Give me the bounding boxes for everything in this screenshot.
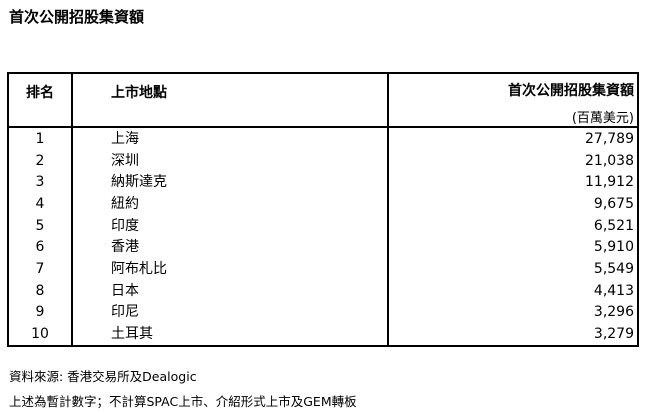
venue-cell: 紐約 bbox=[72, 193, 389, 215]
venue-cell: 阿布札比 bbox=[72, 258, 389, 280]
page-title: 首次公開招股集資額 bbox=[9, 8, 145, 26]
amount-cell: 27,789 bbox=[585, 130, 634, 147]
table-row: 3 納斯達克 11,912 bbox=[8, 171, 638, 194]
rank-cell: 6 bbox=[8, 236, 73, 259]
venue-cell: 日本 bbox=[72, 279, 389, 302]
amount-cell: 9,675 bbox=[593, 195, 634, 212]
amount-cell: 3,296 bbox=[593, 304, 634, 321]
rank-cell: 10 bbox=[8, 323, 73, 346]
table-row: 4 紐約 9,675 bbox=[8, 193, 638, 215]
rank-cell: 4 bbox=[8, 193, 73, 215]
amount-cell: 3,279 bbox=[593, 326, 634, 343]
rank-cell: 5 bbox=[8, 214, 73, 237]
venue-cell: 印度 bbox=[72, 214, 389, 237]
table-row: 8 日本 4,413 bbox=[8, 279, 638, 302]
header-row: 排名 上市地點 首次公開招股集資額 bbox=[8, 73, 638, 128]
header-venue: 上市地點 bbox=[72, 73, 389, 128]
remark-note: 上述為暫計數字；不計算SPAC上市、介紹形式上市及GEM轉板 bbox=[9, 394, 357, 409]
table-row: 5 印度 6,521 bbox=[8, 214, 638, 237]
venue-cell: 深圳 bbox=[72, 149, 389, 172]
amount-cell: 6,521 bbox=[593, 217, 634, 234]
table-row: 10 土耳其 3,279 bbox=[8, 323, 638, 346]
venue-cell: 納斯達克 bbox=[72, 171, 389, 194]
amount-cell: 5,910 bbox=[593, 239, 634, 256]
rank-cell: 3 bbox=[8, 171, 73, 194]
table-row: 2 深圳 21,038 bbox=[8, 149, 638, 172]
source-note: 資料來源: 香港交易所及Dealogic bbox=[9, 369, 197, 384]
header-rank: 排名 bbox=[8, 73, 73, 128]
header-amount: 首次公開招股集資額 bbox=[508, 83, 634, 99]
amount-cell: 5,549 bbox=[593, 260, 634, 277]
rank-cell: 1 bbox=[8, 127, 73, 150]
venue-cell: 香港 bbox=[72, 236, 389, 259]
table-row: 9 印尼 3,296 bbox=[8, 301, 638, 324]
ipo-ranking-table: 排名 上市地點 首次公開招股集資額 (百萬美元) 1 上海 27,789 2 深圳 21,… bbox=[7, 72, 639, 347]
rank-cell: 2 bbox=[8, 149, 73, 172]
rank-cell: 7 bbox=[8, 258, 73, 280]
table-row: 7 阿布札比 5,549 bbox=[8, 258, 638, 280]
rank-cell: 9 bbox=[8, 301, 73, 324]
amount-cell: 11,912 bbox=[585, 174, 634, 191]
unit-row: (百萬美元) bbox=[8, 106, 638, 128]
header-unit: (百萬美元) bbox=[388, 106, 638, 128]
venue-cell: 印尼 bbox=[72, 301, 389, 324]
venue-cell: 上海 bbox=[72, 127, 389, 150]
amount-cell: 21,038 bbox=[585, 152, 634, 169]
venue-cell: 土耳其 bbox=[72, 323, 389, 346]
rank-cell: 8 bbox=[8, 279, 73, 302]
amount-cell: 4,413 bbox=[593, 282, 634, 299]
table-row: 1 上海 27,789 bbox=[8, 127, 638, 150]
table-row: 6 香港 5,910 bbox=[8, 236, 638, 259]
